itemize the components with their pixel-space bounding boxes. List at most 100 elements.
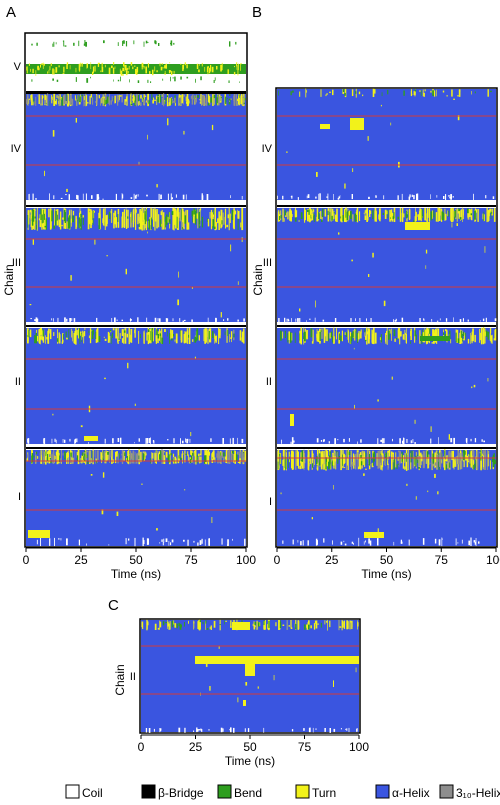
chain-ii-turn-mark bbox=[198, 335, 200, 341]
chain-iii-turn-mark bbox=[197, 208, 199, 229]
chain-iv-bend-mark bbox=[207, 103, 210, 106]
chain-ii-coil-mark bbox=[303, 728, 305, 731]
chain-ii-turn-mark bbox=[161, 328, 163, 344]
chain-iii-turn-mark bbox=[278, 209, 280, 215]
chain-ii-coil-mark bbox=[186, 439, 189, 444]
chain-ii-turn-mark bbox=[128, 329, 130, 338]
chain-v-turn-mark bbox=[43, 63, 45, 66]
chain-iii-bend-mark bbox=[44, 225, 47, 228]
chain-i-turn-mark bbox=[308, 463, 310, 467]
chain-v-turn-mark bbox=[160, 66, 163, 71]
chain-ii-coil-mark bbox=[453, 437, 455, 445]
chain-iv-coil-mark bbox=[383, 195, 385, 200]
chain-ii-turn-mark bbox=[186, 328, 188, 344]
chain-iii-turn-mark bbox=[335, 214, 337, 222]
chain-i-turn-mark bbox=[184, 489, 186, 491]
chain-ii-turn-mark bbox=[447, 330, 448, 341]
chain-iii-turn-mark bbox=[366, 208, 368, 222]
chain-ii-bend-mark bbox=[95, 331, 97, 339]
chain-iv-coil-mark bbox=[32, 193, 34, 201]
chain-ii-bend-mark bbox=[279, 330, 282, 341]
chain-i-coil-mark bbox=[201, 538, 203, 544]
chain-i-turn-mark bbox=[414, 456, 416, 467]
chain-ii-coil-mark bbox=[69, 438, 71, 442]
chain-iii-turn-mark bbox=[451, 222, 453, 228]
chain-ii-turn-mark bbox=[230, 620, 232, 628]
chain-ii-bend-mark bbox=[194, 336, 197, 343]
chain-iii-bend-mark bbox=[35, 220, 37, 225]
chain-ii-bend-mark bbox=[485, 330, 488, 337]
chain-ii-coil-mark bbox=[345, 728, 347, 730]
chain-i-turn-mark bbox=[451, 450, 453, 461]
chain-iii-turn-mark bbox=[82, 215, 84, 218]
chain-v-turn-mark bbox=[80, 62, 81, 67]
chain-iv-turn-mark bbox=[140, 94, 142, 99]
chain-i-turn-mark bbox=[434, 453, 437, 468]
chain-ii-bend-mark bbox=[350, 336, 352, 344]
chain-iv-coil-mark bbox=[326, 196, 328, 198]
chain-i-310-mark bbox=[354, 458, 356, 463]
chain-i-310-mark bbox=[303, 449, 305, 471]
x-tick-label: 75 bbox=[298, 740, 312, 754]
chain-ii-bend-mark bbox=[429, 328, 431, 334]
chain-ii-turn-mark bbox=[62, 333, 64, 343]
chain-iii-turn-mark bbox=[310, 213, 313, 218]
chain-ii-bend-mark bbox=[78, 328, 80, 338]
chain-i-turn-mark bbox=[101, 509, 104, 515]
chain-v-turn-mark bbox=[169, 62, 171, 64]
chain-ii-turn-mark bbox=[79, 331, 82, 336]
chain-v-turn-mark bbox=[42, 62, 44, 69]
chain-ii-bend-mark bbox=[393, 329, 396, 337]
chain-iv-turn-mark bbox=[220, 101, 221, 103]
chain-ii-turn-mark bbox=[265, 620, 266, 630]
chain-iii-bend-mark bbox=[198, 211, 201, 225]
chain-iii-turn-mark bbox=[215, 222, 218, 230]
chain-i-coil-mark bbox=[227, 539, 229, 546]
chain-iv-turn-mark bbox=[471, 91, 472, 95]
chain-iii-turn-mark bbox=[142, 221, 144, 225]
chain-ii-turn-mark bbox=[210, 625, 212, 630]
chain-i-coil-mark bbox=[108, 544, 110, 546]
chain-iii-turn-mark bbox=[482, 213, 484, 220]
chain-iii-coil-mark bbox=[227, 318, 229, 321]
chain-iv-coil-mark bbox=[333, 194, 334, 200]
chain-iii-bend-mark bbox=[181, 208, 182, 220]
chain-i-turn-mark bbox=[126, 458, 127, 463]
chain-iii-bend-mark bbox=[354, 213, 357, 222]
chain-ii-turn-mark bbox=[471, 386, 473, 389]
chain-iii-turn-mark bbox=[115, 217, 117, 228]
chain-i-turn-mark bbox=[291, 451, 292, 461]
chain-iv-coil-mark bbox=[77, 195, 79, 200]
chain-iii-bend-mark bbox=[78, 217, 80, 229]
chain-ii-bend-mark bbox=[304, 331, 306, 342]
chain-iii-bend-mark bbox=[80, 219, 81, 227]
chain-iii-coil-mark bbox=[393, 319, 394, 322]
chain-i-turn-mark bbox=[452, 450, 454, 468]
chain-ii-coil-mark bbox=[466, 437, 468, 445]
chain-iv-turn-mark bbox=[56, 95, 58, 99]
chain-iv-bend-mark bbox=[45, 102, 47, 105]
chain-iii-turn-mark bbox=[493, 208, 496, 222]
chain-ii-turn-mark bbox=[167, 620, 168, 629]
chain-i-turn-mark bbox=[368, 464, 371, 469]
chain-ii-turn-mark bbox=[341, 330, 343, 341]
chain-i-310-mark bbox=[40, 459, 41, 461]
chain-iii-coil-mark bbox=[299, 318, 301, 322]
chain-iii-coil-mark bbox=[394, 320, 396, 322]
chain-ii-turn-mark bbox=[318, 332, 320, 342]
chain-ii-coil-mark bbox=[357, 728, 358, 732]
chain-i-turn-mark bbox=[280, 453, 282, 464]
chain-i-turn-mark bbox=[343, 453, 345, 464]
chain-ii-coil-mark bbox=[146, 438, 149, 444]
chain-i-310-mark bbox=[193, 455, 195, 460]
chain-iv-turn-mark bbox=[329, 91, 331, 93]
chain-i-turn-mark bbox=[291, 450, 294, 470]
chain-i-310-mark bbox=[289, 453, 291, 460]
chain-i-bend-mark bbox=[493, 453, 495, 461]
chain-iv-turn-mark bbox=[208, 95, 211, 105]
chain-ii-turn-mark bbox=[157, 627, 160, 630]
chain-i-310-mark bbox=[351, 464, 353, 470]
chain-iv-310-mark bbox=[58, 94, 60, 107]
chain-v-bend-mark bbox=[113, 79, 114, 82]
chain-i-310-mark bbox=[482, 450, 485, 456]
